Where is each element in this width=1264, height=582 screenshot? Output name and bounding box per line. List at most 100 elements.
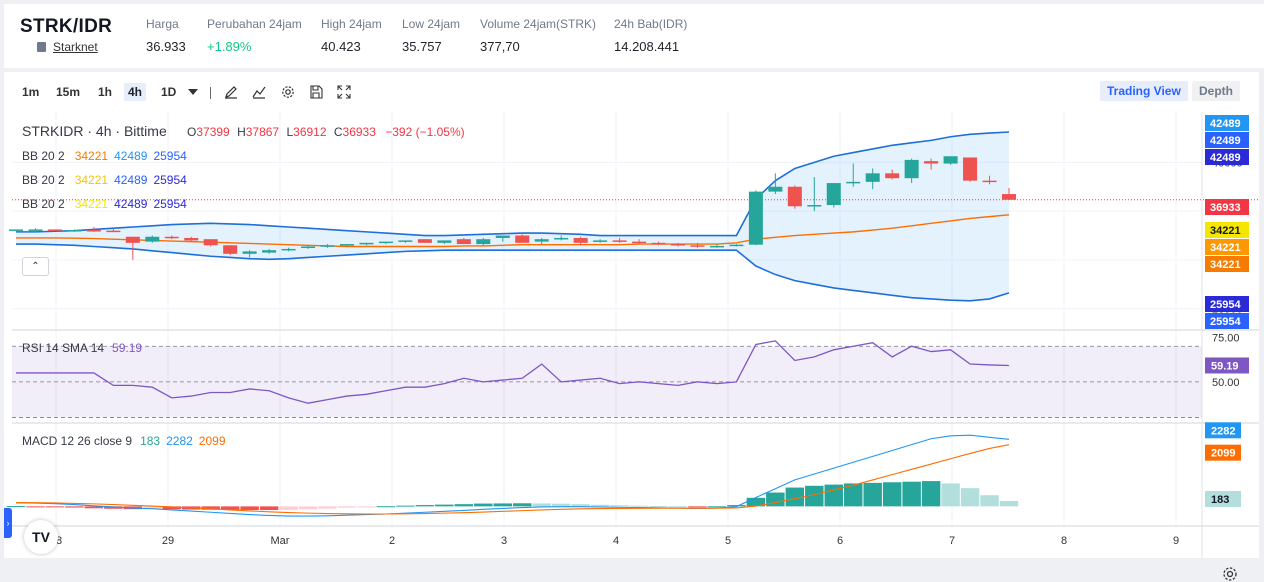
macd-histogram-bar	[668, 506, 688, 508]
price-tag-label: 25954	[1210, 316, 1241, 328]
svg-text:O37399 H37867: O37399 H37867 L36912 C36933 −392 (−1.05%…	[187, 125, 465, 139]
candle-body	[729, 244, 744, 247]
macd-histogram-bar	[318, 506, 337, 509]
candle-body	[515, 235, 530, 243]
macd-histogram-bar	[980, 495, 999, 507]
macd-tag-box	[1205, 444, 1241, 461]
price-tag-label: 42489	[1210, 152, 1241, 164]
macd-histogram-bar	[746, 497, 766, 507]
rsi-axis-tick: 50.00	[1212, 377, 1240, 389]
macd-tag-box	[1205, 422, 1241, 439]
pair-title: STRK/IDR	[20, 16, 113, 37]
stat-2: High 24jam 40.423	[321, 17, 382, 54]
bb-legend-upper: 42489	[114, 197, 148, 211]
timeframe-dropdown-icon[interactable]	[188, 88, 198, 96]
sidebar-toggle-tab[interactable]: ›	[4, 508, 12, 538]
macd-tag-label: 2282	[1211, 425, 1235, 437]
price-tag-box	[1205, 296, 1249, 312]
candle-body	[378, 241, 393, 244]
settings-gear-icon[interactable]	[281, 85, 295, 99]
bb-upper-line	[16, 131, 1010, 237]
indicators-icon[interactable]	[252, 85, 266, 99]
bb-lower-line	[16, 243, 1010, 302]
stat-0: Harga 36.933	[146, 17, 186, 54]
drawing-pen-icon[interactable]	[224, 85, 238, 99]
price-tag-box	[1205, 149, 1249, 165]
price-tag-label: 34221	[1210, 259, 1241, 271]
bb-legend-lower: 25954	[153, 149, 187, 163]
macd-histogram-bar	[999, 500, 1019, 507]
macd-signal-line	[15, 444, 1010, 515]
macd-line	[15, 434, 1010, 517]
macd-legend-hist: 183	[140, 434, 160, 448]
timeframe-1d[interactable]: 1D	[161, 85, 177, 99]
bb-legend-rows: BB 20 2 34221 42489 25954 BB 20 2 34221 42489 2…	[22, 149, 187, 211]
macd-histogram-bar	[84, 506, 104, 509]
network-icon	[37, 42, 46, 52]
timeframe-1h[interactable]: 1h	[98, 85, 113, 99]
time-axis-label: 4	[613, 535, 619, 547]
chart-settings-gear-icon[interactable]	[1222, 566, 1238, 582]
candle-body	[437, 240, 452, 243]
macd-histogram-bar	[844, 483, 863, 507]
macd-histogram-bar	[474, 503, 493, 507]
candle-body	[709, 245, 724, 248]
macd-histogram-bar	[766, 492, 785, 507]
timeframe-1m[interactable]: 1m	[22, 85, 40, 99]
macd-histogram-bar	[902, 481, 921, 507]
candle-body	[495, 235, 510, 238]
candle-body	[106, 230, 121, 233]
macd-histogram-bar	[532, 503, 551, 507]
legend-high: 37867	[246, 125, 280, 139]
bb-legend-lower: 25954	[153, 197, 187, 211]
candle-body	[554, 237, 569, 240]
candle-body	[651, 242, 666, 245]
macd-pane	[6, 434, 1019, 517]
chart-area[interactable]: 4000036000280004248942489424893693334221…	[4, 112, 1259, 581]
bb-legend-basis: 34221	[75, 149, 109, 163]
legend-change: −392 (−1.05%)	[385, 125, 464, 139]
depth-button[interactable]: Depth	[1192, 81, 1240, 101]
rsi-axis-tick: 75.00	[1212, 332, 1240, 344]
timeframe-15m[interactable]: 15m	[56, 85, 81, 99]
macd-legend-label: MACD 12 26 close 9	[22, 434, 132, 448]
trading-view-button[interactable]: Trading View	[1100, 81, 1188, 101]
rsi-tag-box	[1205, 357, 1249, 374]
chart-panel: 1m 15m 1h 4h 1D Trading View Depth 4000	[4, 72, 1259, 581]
save-icon[interactable]	[309, 85, 323, 99]
candle-body	[125, 236, 140, 243]
macd-histogram-bar	[921, 481, 941, 507]
fullscreen-icon[interactable]	[337, 85, 351, 99]
price-tag-label: 36933	[1210, 202, 1241, 214]
macd-histogram-bar	[6, 506, 26, 508]
stat-4: Volume 24jam(STRK) 377,70	[480, 17, 596, 54]
macd-histogram-bar	[435, 504, 454, 507]
timeframe-4h[interactable]: 4h	[124, 83, 147, 101]
candle-body	[262, 250, 277, 253]
candle-body	[904, 159, 919, 179]
candle-body	[748, 191, 763, 245]
bb-legend-label: BB 20 2	[22, 197, 65, 211]
chart-canvas[interactable]: 4000036000280004248942489424893693334221…	[4, 112, 1259, 558]
legend-symbol: STRKIDR	[22, 123, 83, 139]
network-link[interactable]: Starknet	[53, 40, 98, 54]
candle-body	[476, 239, 491, 245]
candle-body	[301, 246, 316, 249]
price-tag-box	[1205, 222, 1249, 238]
macd-histogram-bar	[610, 505, 629, 507]
candle-body	[164, 236, 179, 239]
price-tag-label: 34221	[1210, 242, 1241, 254]
macd-histogram-bar	[104, 506, 123, 509]
candle-body	[963, 157, 978, 181]
tradingview-logo[interactable]: TV	[24, 520, 58, 554]
legend-collapse-button[interactable]: ⌃	[22, 257, 49, 276]
stat-label: Low 24jam	[402, 17, 461, 31]
bb-legend-upper: 42489	[114, 173, 148, 187]
candle-body	[398, 240, 413, 242]
bb-legend-basis: 34221	[75, 173, 109, 187]
time-axis-label: Mar	[271, 535, 290, 547]
macd-histogram-bar	[805, 485, 824, 507]
candle-body	[612, 240, 627, 242]
candle-body	[223, 245, 238, 254]
candle-body	[573, 237, 588, 243]
